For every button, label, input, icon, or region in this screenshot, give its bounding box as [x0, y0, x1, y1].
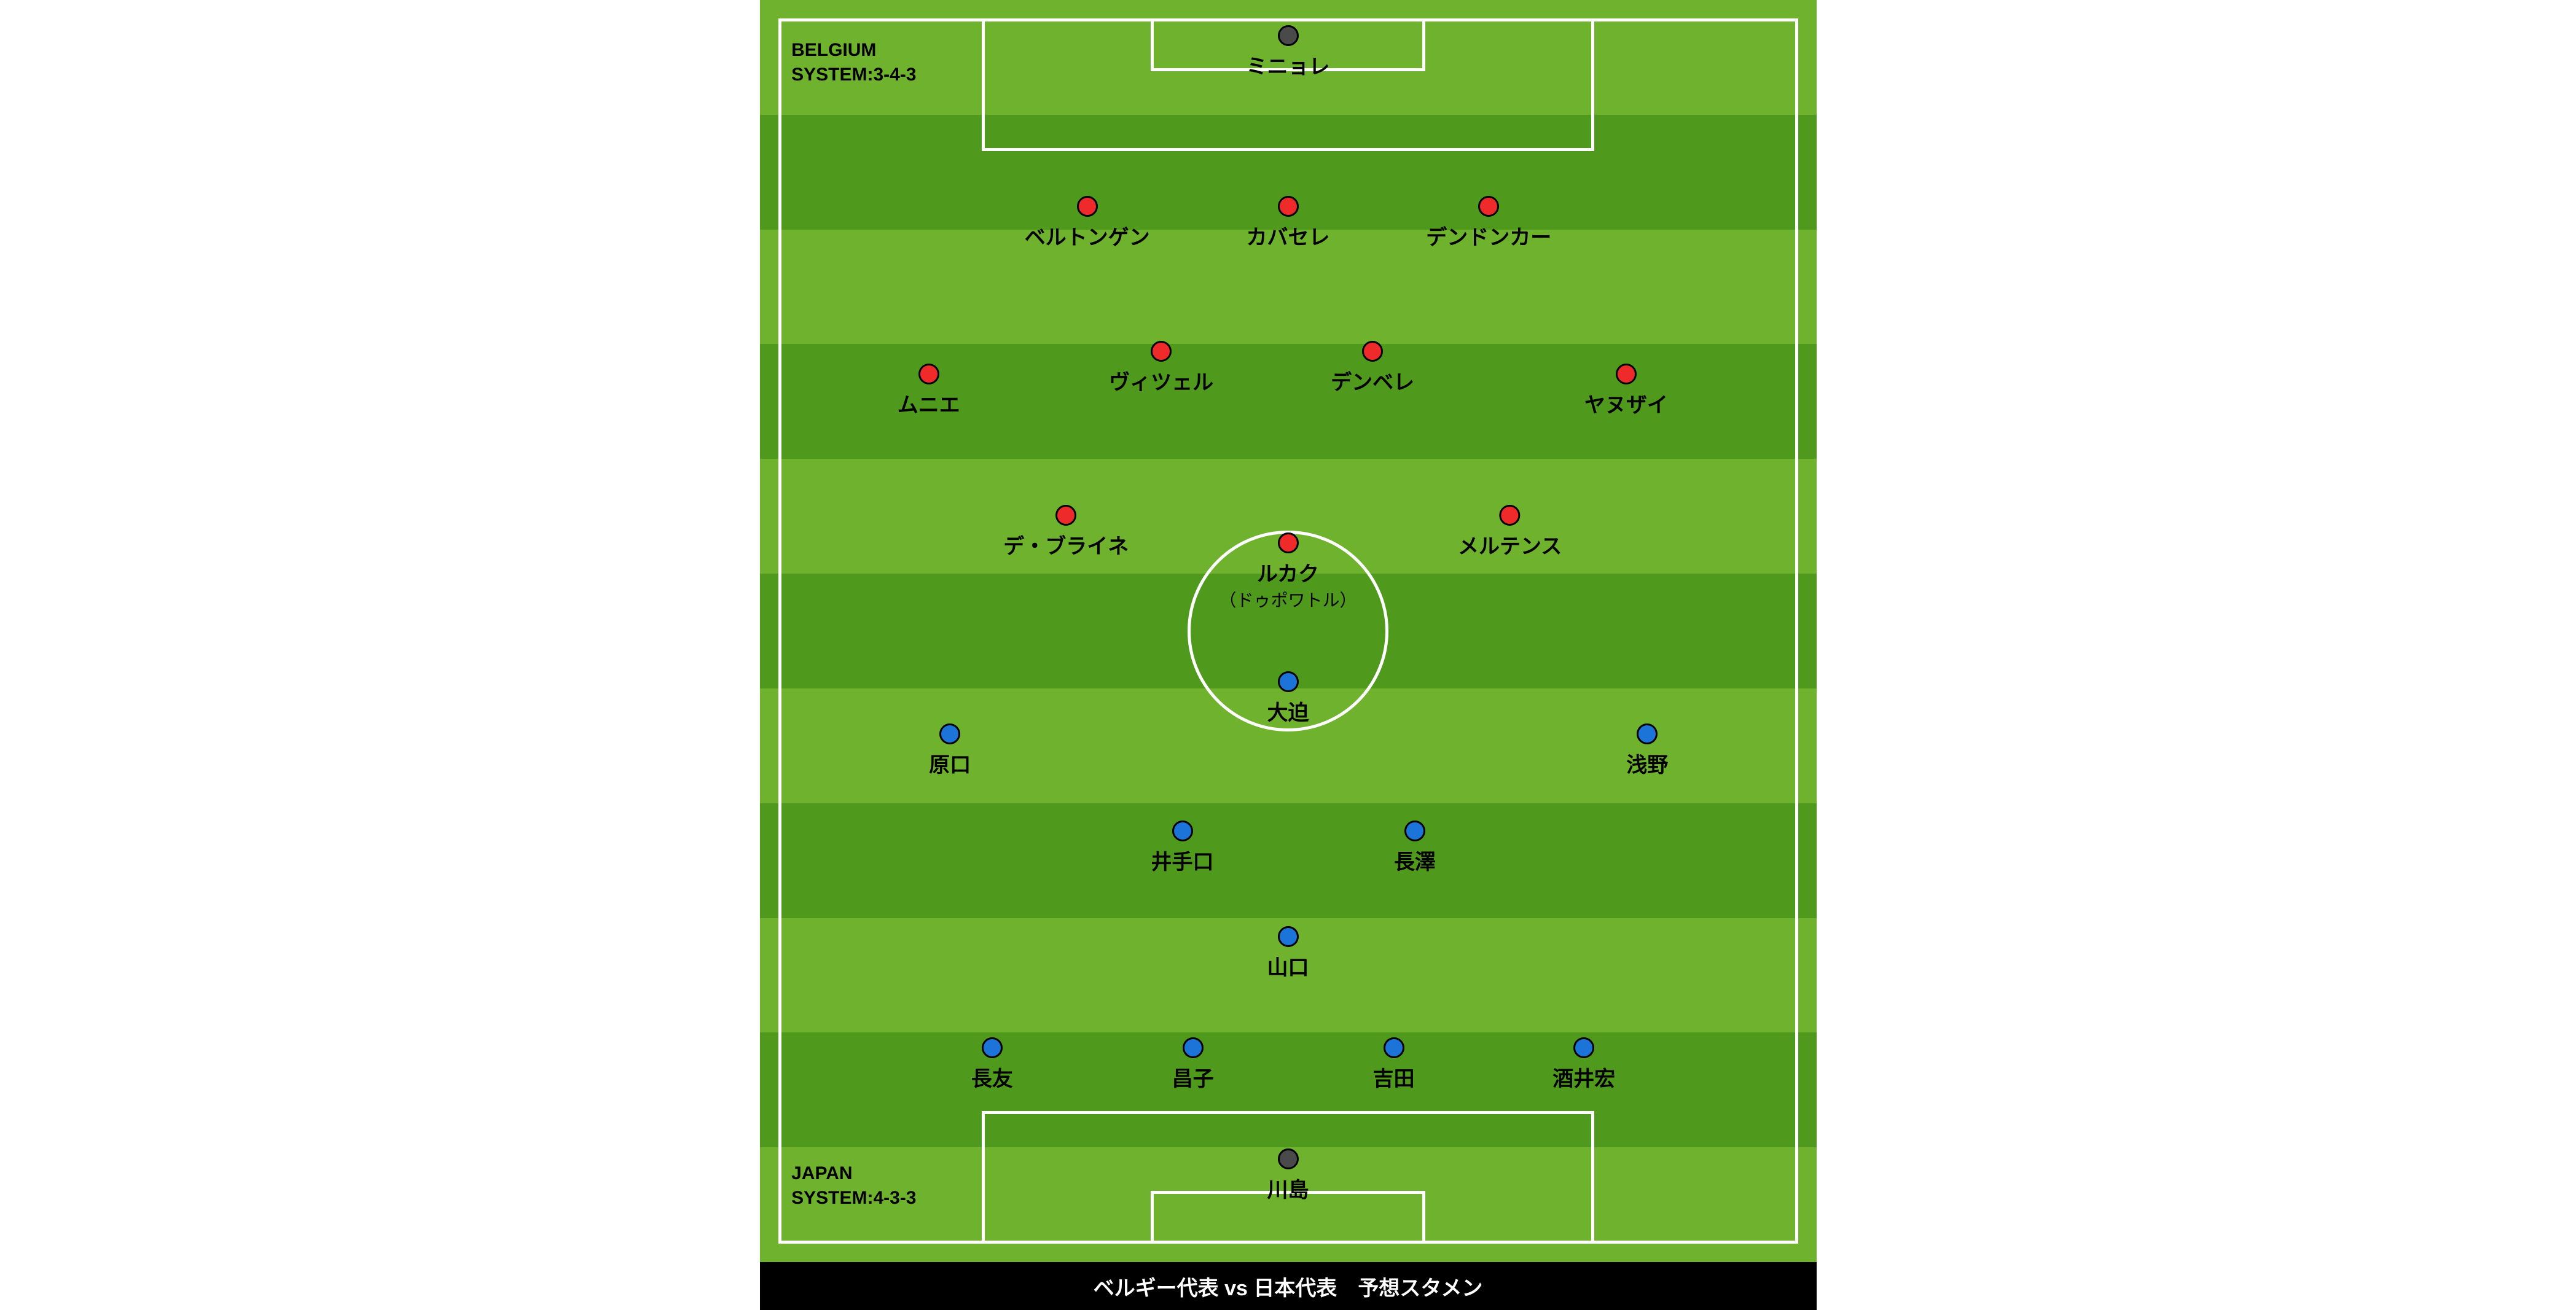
player-substitute: （ドゥポワトル）	[1219, 587, 1357, 612]
player-dot	[918, 364, 939, 384]
player-name: カバセレ	[1247, 220, 1330, 251]
player-name: ヴィツェル	[1109, 365, 1213, 396]
player-marker: 酒井宏	[1552, 1037, 1615, 1092]
player-name: ムニエ	[898, 388, 960, 418]
player-name: メルテンス	[1458, 529, 1562, 559]
player-name: ベルトンゲン	[1025, 220, 1150, 251]
player-dot	[1183, 1037, 1204, 1058]
player-dot	[1278, 25, 1299, 46]
player-name: 長友	[971, 1062, 1013, 1092]
player-name: 原口	[929, 748, 971, 778]
player-name: 昌子	[1172, 1062, 1214, 1092]
player-marker: デ・ブライネ	[1003, 505, 1129, 559]
player-dot	[982, 1037, 1003, 1058]
player-name: 吉田	[1373, 1062, 1415, 1092]
player-marker: 大迫	[1267, 671, 1309, 726]
caption-text: ベルギー代表 vs 日本代表 予想スタメン	[1094, 1271, 1483, 1301]
player-dot	[1362, 341, 1383, 362]
player-marker: 浅野	[1626, 723, 1668, 778]
player-name: デンベレ	[1331, 365, 1414, 396]
player-marker: メルテンス	[1458, 505, 1562, 559]
player-marker: 昌子	[1172, 1037, 1214, 1092]
player-name: 酒井宏	[1552, 1062, 1615, 1092]
player-name: ヤヌザイ	[1584, 388, 1668, 418]
player-marker: ヤヌザイ	[1584, 364, 1668, 418]
player-dot	[1055, 505, 1076, 526]
player-dot	[1278, 196, 1299, 217]
player-name: ミニョレ	[1247, 50, 1330, 80]
player-marker: ベルトンゲン	[1025, 196, 1150, 251]
player-dot	[1573, 1037, 1594, 1058]
player-marker: ミニョレ	[1247, 25, 1330, 80]
player-marker: 長友	[971, 1037, 1013, 1092]
player-dot	[1277, 532, 1298, 553]
team-label: JAPAN SYSTEM:4-3-3	[791, 1161, 916, 1211]
player-dot	[1278, 671, 1299, 692]
player-name: デ・ブライネ	[1003, 529, 1129, 559]
player-dot	[1278, 1148, 1299, 1169]
player-dot	[1384, 1037, 1404, 1058]
player-dot	[1616, 364, 1637, 384]
player-dot	[1478, 196, 1499, 217]
player-name: 浅野	[1626, 748, 1668, 778]
player-marker: カバセレ	[1247, 196, 1330, 251]
player-name: 川島	[1267, 1173, 1309, 1203]
player-dot	[1278, 926, 1299, 947]
player-marker: 吉田	[1373, 1037, 1415, 1092]
player-marker: ヴィツェル	[1109, 341, 1213, 396]
pitch-container: BELGIUM SYSTEM:3-4-3 JAPAN SYSTEM:4-3-3 ミニ…	[760, 0, 1817, 1262]
stage: BELGIUM SYSTEM:3-4-3 JAPAN SYSTEM:4-3-3 ミニ…	[0, 0, 2576, 1310]
player-dot	[1404, 821, 1425, 841]
player-marker: ルカク（ドゥポワトル）	[1219, 532, 1357, 612]
player-marker: 川島	[1267, 1148, 1309, 1203]
player-name: デンドンカー	[1426, 220, 1551, 251]
player-name: 井手口	[1151, 845, 1214, 875]
player-dot	[1500, 505, 1521, 526]
player-dot	[1172, 821, 1193, 841]
player-name: 大迫	[1267, 696, 1309, 726]
player-dot	[1077, 196, 1098, 217]
player-marker: 長澤	[1394, 821, 1436, 875]
football-pitch: BELGIUM SYSTEM:3-4-3 JAPAN SYSTEM:4-3-3 ミニ…	[760, 0, 1817, 1262]
player-name: 山口	[1267, 951, 1309, 981]
player-marker: デンベレ	[1331, 341, 1414, 396]
player-dot	[939, 723, 960, 744]
player-marker: 井手口	[1151, 821, 1214, 875]
player-marker: 原口	[929, 723, 971, 778]
player-marker: デンドンカー	[1426, 196, 1551, 251]
player-name: ルカク	[1219, 557, 1357, 587]
player-marker: 山口	[1267, 926, 1309, 981]
player-dot	[1637, 723, 1658, 744]
player-name: 長澤	[1394, 845, 1436, 875]
caption-bar: ベルギー代表 vs 日本代表 予想スタメン	[760, 1262, 1817, 1310]
team-label: BELGIUM SYSTEM:3-4-3	[791, 38, 916, 88]
player-dot	[1151, 341, 1172, 362]
player-marker: ムニエ	[898, 364, 960, 418]
